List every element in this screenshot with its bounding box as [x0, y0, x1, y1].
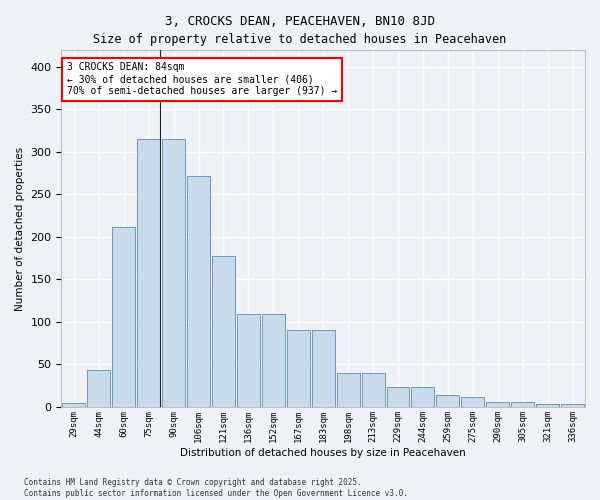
X-axis label: Distribution of detached houses by size in Peacehaven: Distribution of detached houses by size … — [181, 448, 466, 458]
Bar — [386, 386, 409, 407]
Bar — [461, 396, 484, 407]
Bar — [412, 386, 434, 407]
Bar — [237, 314, 260, 407]
Y-axis label: Number of detached properties: Number of detached properties — [15, 146, 25, 310]
Bar — [436, 395, 460, 407]
Bar — [88, 370, 110, 407]
Bar — [561, 404, 584, 407]
Bar — [312, 330, 335, 407]
Bar — [486, 402, 509, 407]
Text: Size of property relative to detached houses in Peacehaven: Size of property relative to detached ho… — [94, 32, 506, 46]
Bar — [137, 139, 160, 407]
Bar — [337, 373, 359, 407]
Text: Contains HM Land Registry data © Crown copyright and database right 2025.
Contai: Contains HM Land Registry data © Crown c… — [24, 478, 408, 498]
Bar — [511, 402, 534, 407]
Bar — [62, 402, 85, 407]
Bar — [262, 314, 285, 407]
Bar — [362, 373, 385, 407]
Bar — [187, 176, 210, 407]
Bar — [162, 139, 185, 407]
Text: 3, CROCKS DEAN, PEACEHAVEN, BN10 8JD: 3, CROCKS DEAN, PEACEHAVEN, BN10 8JD — [165, 15, 435, 28]
Text: 3 CROCKS DEAN: 84sqm
← 30% of detached houses are smaller (406)
70% of semi-deta: 3 CROCKS DEAN: 84sqm ← 30% of detached h… — [67, 62, 337, 96]
Bar — [112, 227, 135, 407]
Bar — [536, 404, 559, 407]
Bar — [287, 330, 310, 407]
Bar — [212, 256, 235, 407]
